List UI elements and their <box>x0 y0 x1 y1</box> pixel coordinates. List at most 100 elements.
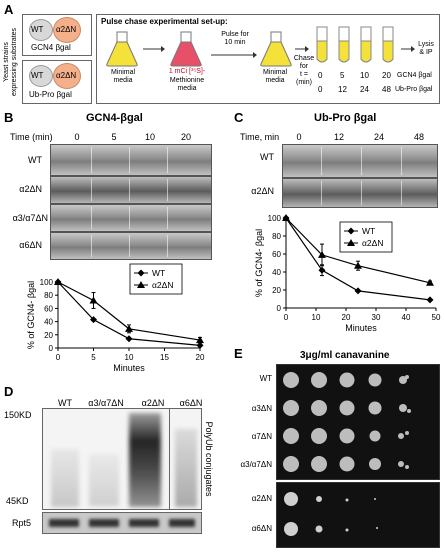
legend-marker-diamond <box>347 227 355 235</box>
panel-c-time-label: Time, min <box>240 132 280 142</box>
lane-label: α2ΔN <box>141 398 165 408</box>
y-tick-label: 100 <box>268 214 282 223</box>
flask1-label: Minimal media <box>110 69 136 84</box>
data-point-diamond <box>125 335 133 343</box>
time-value: 24 <box>360 85 369 94</box>
x-tick-label: 10 <box>125 353 134 362</box>
data-point-triangle <box>125 324 133 332</box>
data-point-triangle <box>282 214 290 221</box>
y-tick-label: 60 <box>44 304 53 313</box>
time-header: 5 <box>111 132 117 142</box>
x-tick-label: 30 <box>372 313 381 322</box>
data-point-diamond <box>426 296 434 304</box>
gel-strip-a2dn <box>282 178 438 208</box>
x-tick-label: 20 <box>342 313 351 322</box>
gel-row-label: α6ΔN <box>19 240 42 250</box>
blot-lane-wt <box>51 449 79 507</box>
time-header: 10 <box>144 132 155 142</box>
western-blot-main <box>42 408 202 510</box>
yeast-wt-cell-icon <box>29 19 53 41</box>
pulse-label: Pulse for 10 min <box>221 31 249 46</box>
loading-control-label: Rpt5 <box>12 518 32 528</box>
x-tick-label: 50 <box>432 313 441 322</box>
time-header: 0 <box>296 132 302 142</box>
time-header: 48 <box>413 132 424 142</box>
data-point-triangle <box>89 296 98 304</box>
gel-row-label: α3/α7ΔN <box>12 213 48 223</box>
blot-lane-a3a7dn <box>89 454 119 506</box>
legend-marker-triangle <box>347 239 355 246</box>
gel-strip-a3a7dn <box>50 204 212 232</box>
y-tick-label: 60 <box>272 250 281 259</box>
gel-strip-a6dn <box>50 232 212 260</box>
x-tick-label: 0 <box>56 353 61 362</box>
yeast-mut-cell-icon <box>53 17 81 43</box>
spot-plate-top <box>276 364 440 480</box>
panel-b-title: GCN4-βgal <box>86 112 143 124</box>
time-value: 0 <box>318 85 323 94</box>
time-value: 12 <box>338 85 347 94</box>
x-tick-label: 20 <box>196 353 205 362</box>
legend-marker-diamond <box>137 269 145 277</box>
ubpro-row-label: Ub-Pro βgal <box>395 86 433 93</box>
x-axis-label: Minutes <box>345 323 377 333</box>
gcn4-row-label: GCN4 βgal <box>397 72 432 79</box>
data-point-triangle <box>318 250 326 258</box>
data-point-triangle <box>354 261 362 269</box>
x-axis-label: Minutes <box>113 363 145 373</box>
panel-a-side-label: Yeast strains expressing substrates <box>3 27 18 97</box>
spot-row-label: α2ΔN <box>251 494 272 503</box>
flask-radioactive-icon <box>170 31 202 67</box>
pulse-chase-box: Pulse chase experimental set-up: Minimal… <box>96 14 440 104</box>
strain-box-gcn4: WT α2ΔN GCN4 βgal <box>22 14 92 56</box>
panel-c-title: Ub-Pro βgal <box>314 112 377 124</box>
flask3-label: Minimal media <box>262 69 288 84</box>
polyub-side-label: PolyUb conjugates <box>204 421 214 497</box>
legend-label: α2ΔN <box>362 238 383 248</box>
flask-minimal-icon <box>106 31 138 67</box>
spot-row-label: α6ΔN <box>251 524 272 533</box>
y-axis-label: % of GCN4- βgal <box>254 229 264 297</box>
spot-row-label: WT <box>259 374 272 383</box>
arrow-icon <box>143 46 165 52</box>
chase-label: Chase for t = (min) <box>293 55 315 86</box>
time-value: 20 <box>382 71 391 80</box>
spot-row-label: α3/α7ΔN <box>240 460 273 469</box>
blot-lane-a6dn <box>175 429 197 507</box>
arrow-icon <box>211 52 257 58</box>
panel-e-letter: E <box>234 346 243 361</box>
tubes-icon <box>316 26 394 63</box>
blot-lane-a2dn <box>129 413 161 507</box>
data-point-diamond <box>354 287 362 295</box>
gel-row-label: α2ΔN <box>251 186 274 196</box>
spot-row-label: α3ΔN <box>251 404 272 413</box>
time-value: 0 <box>318 71 323 80</box>
time-header: 20 <box>180 132 191 142</box>
panel-b-time-label: Time (min) <box>10 132 53 142</box>
y-tick-label: 40 <box>272 268 281 277</box>
yeast-wt-cell-icon <box>29 65 53 87</box>
mw-marker-top: 150KD <box>4 410 32 420</box>
data-point-diamond <box>318 266 326 274</box>
legend-label: WT <box>362 226 375 236</box>
data-point-diamond <box>196 341 204 349</box>
series-line-triangle <box>285 217 431 284</box>
arrow-icon <box>295 46 309 52</box>
gel-strip-a2dn <box>50 176 212 204</box>
y-tick-label: 0 <box>49 344 54 353</box>
y-tick-label: 0 <box>277 304 282 313</box>
time-header: 24 <box>373 132 384 142</box>
gel-row-label: WT <box>28 155 42 165</box>
yeast-mut-cell-icon <box>53 63 81 89</box>
gel-strip-wt <box>50 144 212 176</box>
data-point-triangle <box>54 278 62 285</box>
lane-label: WT <box>58 398 72 408</box>
chase-times-ubpro: 0 12 24 48 <box>315 85 405 95</box>
panel-d-letter: D <box>4 384 14 399</box>
time-value: 48 <box>382 85 391 94</box>
gel-row-label: WT <box>260 152 274 162</box>
gel-strip-wt <box>282 144 438 178</box>
yeast-mut-label: α2ΔN <box>56 25 77 34</box>
series-line-diamond <box>285 217 431 301</box>
lane-label: α3/α7ΔN <box>88 398 124 408</box>
